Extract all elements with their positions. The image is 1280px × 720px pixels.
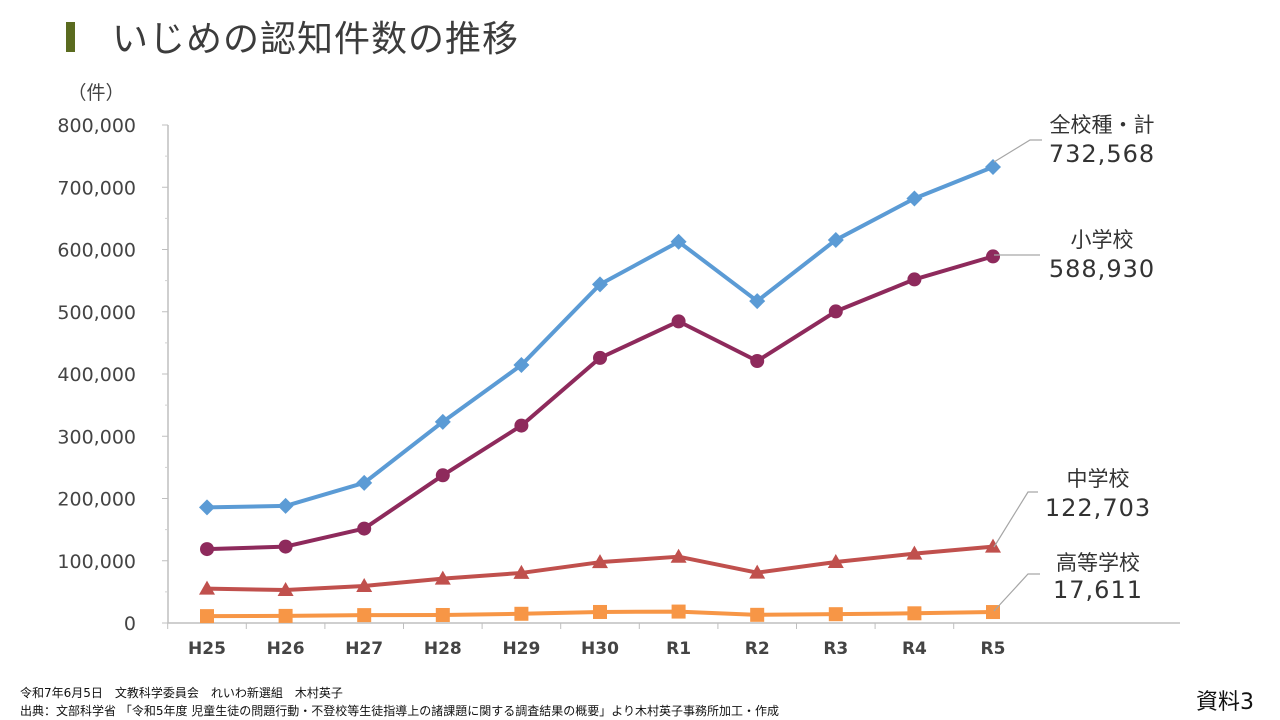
data-point [357, 521, 372, 536]
data-point [593, 604, 607, 619]
series-leader-line [993, 491, 1038, 548]
x-tick-label: R1 [666, 639, 691, 659]
y-tick-label: 200,000 [57, 489, 136, 511]
data-point [435, 468, 450, 483]
data-point [199, 580, 215, 595]
data-point [749, 293, 766, 310]
y-tick-label: 700,000 [57, 177, 136, 199]
data-point [356, 577, 373, 592]
data-point [827, 554, 844, 569]
data-point [593, 350, 607, 365]
data-point [671, 314, 686, 329]
data-point [434, 570, 451, 585]
series-line [206, 254, 994, 552]
x-tick-label: H29 [502, 639, 540, 659]
page-title: いじめの認知件数の推移 [112, 19, 520, 60]
line-chart: 0 100,000 200,000 300,000 400,000 500,000 600,… [57, 82, 1180, 659]
x-tick-label: R5 [981, 639, 1006, 659]
data-point [277, 582, 294, 597]
data-point [513, 357, 530, 374]
data-point [278, 539, 293, 554]
x-tick-label: H30 [581, 639, 619, 659]
x-tick-label: H27 [345, 639, 383, 659]
data-point [514, 418, 529, 433]
data-point [827, 231, 844, 248]
data-point [200, 542, 214, 557]
y-tick-label: 500,000 [57, 302, 136, 324]
document-label: 資料3 [1196, 690, 1254, 715]
x-tick-label: R4 [902, 639, 927, 659]
data-point [749, 564, 766, 579]
series-0 [199, 158, 1001, 516]
x-tick-label: H28 [424, 639, 462, 659]
series-label-value: 588,930 [1049, 255, 1155, 283]
data-point [513, 564, 530, 579]
data-point [907, 606, 922, 621]
series-line [206, 544, 994, 593]
data-point [278, 608, 293, 623]
series-1 [200, 249, 1000, 557]
y-axis-label: （件） [67, 82, 124, 104]
data-point [592, 554, 608, 569]
y-tick-label: 600,000 [57, 240, 136, 262]
series-label-name: 中学校 [1067, 467, 1130, 491]
x-tick-label: H26 [267, 639, 305, 659]
data-point [985, 158, 1001, 175]
data-point [750, 607, 765, 622]
data-point [906, 190, 923, 207]
series-label-value: 122,703 [1045, 494, 1151, 522]
data-point [356, 474, 373, 491]
data-point [200, 609, 214, 624]
x-tick-label: R2 [745, 639, 770, 659]
series-leader-line [993, 139, 1042, 163]
series-label-name: 小学校 [1071, 228, 1134, 252]
title-accent-bar [66, 22, 75, 52]
data-point [434, 413, 451, 430]
data-point [592, 276, 608, 293]
data-point [199, 499, 215, 516]
y-tick-label: 300,000 [57, 426, 136, 448]
series-3 [200, 604, 1000, 624]
data-point [670, 233, 687, 250]
data-point [514, 606, 529, 621]
data-point [750, 353, 765, 368]
series-line [206, 165, 994, 510]
x-tick-label: R3 [823, 639, 848, 659]
y-tick-label: 400,000 [57, 364, 136, 386]
data-point [985, 538, 1001, 553]
y-tick-label: 800,000 [57, 115, 136, 137]
data-point [828, 304, 843, 319]
series-label-value: 17,611 [1053, 576, 1143, 604]
data-point [357, 608, 372, 623]
data-point [906, 545, 923, 560]
data-point [277, 497, 294, 514]
footer-date-committee: 令和7年6月5日 文教科学委員会 れいわ新選組 木村英子 [20, 686, 343, 700]
data-point [671, 604, 686, 619]
data-point [435, 607, 450, 622]
data-point [986, 249, 1000, 264]
data-point [907, 272, 922, 287]
footer-source: 出典：文部科学省 「令和5年度 児童生徒の問題行動・不登校等生徒指導上の諸課題に… [20, 704, 780, 718]
series-2 [199, 538, 1001, 597]
y-tick-label: 100,000 [57, 551, 136, 573]
data-point [828, 607, 843, 622]
data-point [670, 548, 687, 563]
series-label-value: 732,568 [1049, 140, 1155, 168]
y-tick-label: 0 [124, 613, 136, 635]
series-label-name: 高等学校 [1056, 551, 1140, 575]
series-leader-line [993, 573, 1040, 612]
x-tick-label: H25 [188, 639, 226, 659]
series-label-name: 全校種・計 [1050, 113, 1155, 137]
